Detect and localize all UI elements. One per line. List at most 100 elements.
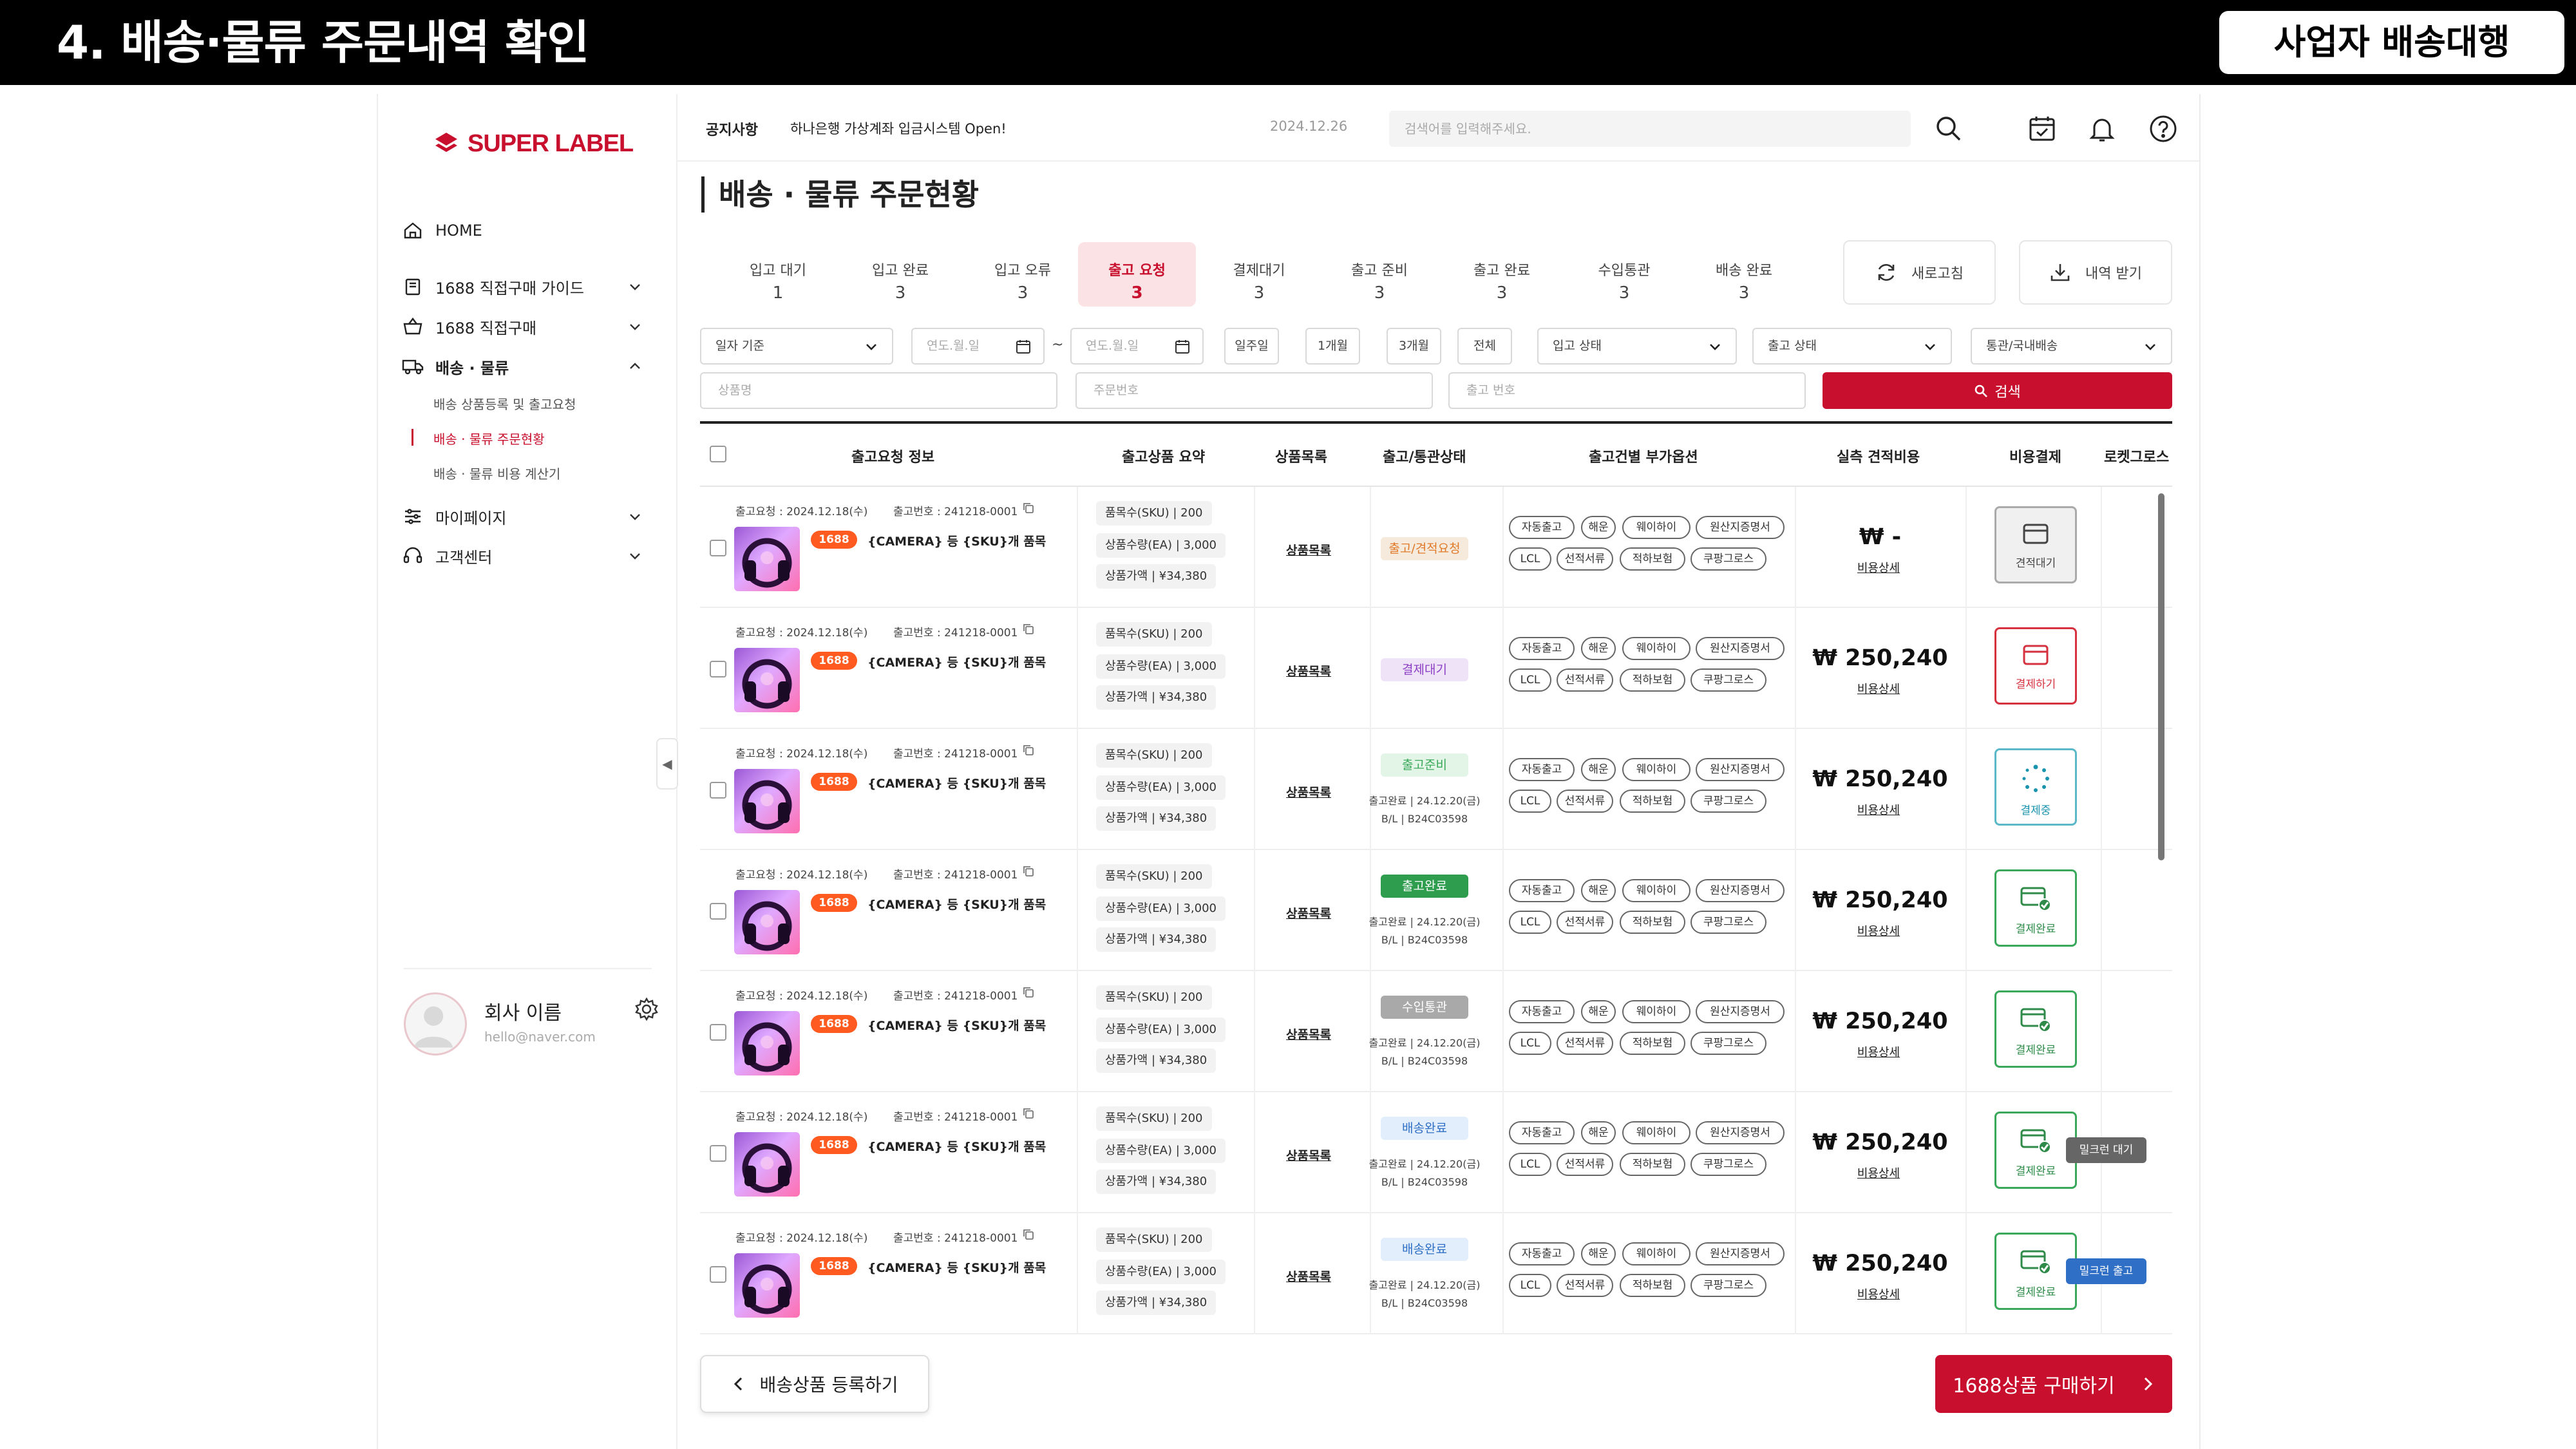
inbound-status-select[interactable]: 입고 상태 <box>1537 328 1737 365</box>
buy-1688-button[interactable]: 1688상품 구매하기 <box>1935 1355 2172 1413</box>
option-tag[interactable]: 원산지증명서 <box>1696 1242 1785 1265</box>
order-number-input[interactable]: 주문번호 <box>1075 372 1433 409</box>
payment-button[interactable]: 결제완료 <box>1994 1233 2077 1310</box>
option-tag[interactable]: 적하보험 <box>1620 547 1685 571</box>
product-list-link[interactable]: 상품목록 <box>1286 786 1331 800</box>
option-tag[interactable]: 자동출고 <box>1509 1121 1575 1144</box>
payment-button[interactable]: 결제완료 <box>1994 990 2077 1068</box>
option-tag[interactable]: 쿠팡그로스 <box>1690 1153 1766 1176</box>
product-thumbnail[interactable] <box>734 890 800 954</box>
option-tag[interactable]: 웨이하이 <box>1622 879 1690 902</box>
option-tag[interactable]: 웨이하이 <box>1622 758 1690 781</box>
option-tag[interactable]: 적하보험 <box>1620 1274 1685 1297</box>
option-tag[interactable]: 해운 <box>1581 758 1616 781</box>
option-tag[interactable]: 쿠팡그로스 <box>1690 1274 1766 1297</box>
product-name[interactable]: {CAMERA} 등 {SKU}개 품목 <box>867 898 1046 912</box>
product-list-link[interactable]: 상품목록 <box>1286 1028 1331 1042</box>
tab-inbound-done[interactable]: 입고 완료 3 <box>872 263 929 303</box>
outbound-status-select[interactable]: 출고 상태 <box>1752 328 1952 365</box>
scrollbar[interactable] <box>2158 493 2164 860</box>
payment-button[interactable]: 결제하기 <box>1994 627 2077 705</box>
sidebar-subitem-calculator[interactable]: 배송 · 물류 비용 계산기 <box>433 466 561 482</box>
end-date-input[interactable]: 연도.월.일 <box>1070 328 1204 365</box>
option-tag[interactable]: 원산지증명서 <box>1696 1000 1785 1023</box>
search-button[interactable]: 검색 <box>1823 372 2172 409</box>
product-list-link[interactable]: 상품목록 <box>1286 907 1331 921</box>
row-checkbox[interactable] <box>710 1266 726 1283</box>
cost-detail-link[interactable]: 비용상세 <box>1857 1288 1900 1302</box>
product-thumbnail[interactable] <box>734 1011 800 1075</box>
option-tag[interactable]: 선적서류 <box>1557 911 1613 934</box>
payment-button[interactable]: 결제중 <box>1994 748 2077 826</box>
option-tag[interactable]: 적하보험 <box>1620 1153 1685 1176</box>
date-basis-select[interactable]: 일자 기준 <box>700 328 893 365</box>
product-name[interactable]: {CAMERA} 등 {SKU}개 품목 <box>867 1261 1046 1275</box>
copy-icon[interactable] <box>1022 502 1035 515</box>
tab-inbound-error[interactable]: 입고 오류 3 <box>994 263 1051 303</box>
tab-inbound-wait[interactable]: 입고 대기 1 <box>750 263 806 303</box>
row-checkbox[interactable] <box>710 1145 726 1162</box>
chevron-down-icon[interactable] <box>627 279 643 294</box>
quick-week-button[interactable]: 일주일 <box>1224 328 1279 365</box>
option-tag[interactable]: 자동출고 <box>1509 758 1575 781</box>
select-all-checkbox[interactable] <box>710 446 726 462</box>
copy-icon[interactable] <box>1022 1107 1035 1120</box>
product-list-link[interactable]: 상품목록 <box>1286 1149 1331 1163</box>
copy-icon[interactable] <box>1022 865 1035 878</box>
option-tag[interactable]: 해운 <box>1581 1000 1616 1023</box>
gear-icon[interactable] <box>634 997 659 1021</box>
tab-outbound-prep[interactable]: 출고 준비 3 <box>1351 263 1408 303</box>
option-tag[interactable]: LCL <box>1509 1153 1551 1176</box>
search-icon[interactable] <box>1933 113 1964 144</box>
row-checkbox[interactable] <box>710 1024 726 1041</box>
product-list-link[interactable]: 상품목록 <box>1286 544 1331 558</box>
product-thumbnail[interactable] <box>734 527 800 591</box>
product-name-input[interactable]: 상품명 <box>700 372 1057 409</box>
sidebar-subitem-register[interactable]: 배송 상품등록 및 출고요청 <box>433 397 576 412</box>
cost-detail-link[interactable]: 비용상세 <box>1857 683 1900 696</box>
product-name[interactable]: {CAMERA} 등 {SKU}개 품목 <box>867 535 1046 549</box>
cost-detail-link[interactable]: 비용상세 <box>1857 562 1900 575</box>
option-tag[interactable]: 쿠팡그로스 <box>1690 668 1766 692</box>
option-tag[interactable]: 웨이하이 <box>1622 1242 1690 1265</box>
option-tag[interactable]: 해운 <box>1581 516 1616 539</box>
sidebar-item-home[interactable]: HOME <box>402 214 482 247</box>
option-tag[interactable]: 원산지증명서 <box>1696 516 1785 539</box>
row-checkbox[interactable] <box>710 540 726 556</box>
rocket-growth-badge[interactable]: 밀크런 대기 <box>2066 1137 2146 1163</box>
calendar-check-icon[interactable] <box>2027 113 2058 144</box>
option-tag[interactable]: 웨이하이 <box>1622 1121 1690 1144</box>
sidebar-item-purchase[interactable]: 1688 직접구매 <box>402 310 640 343</box>
product-thumbnail[interactable] <box>734 1132 800 1197</box>
sidebar-item-support[interactable]: 고객센터 <box>402 540 640 572</box>
notice-text[interactable]: 하나은행 가상계좌 입금시스템 Open! <box>790 121 1007 137</box>
option-tag[interactable]: 선적서류 <box>1557 790 1613 813</box>
help-icon[interactable] <box>2148 113 2179 144</box>
option-tag[interactable]: LCL <box>1509 1274 1551 1297</box>
option-tag[interactable]: 선적서류 <box>1557 1032 1613 1055</box>
option-tag[interactable]: LCL <box>1509 1032 1551 1055</box>
option-tag[interactable]: 적하보험 <box>1620 1032 1685 1055</box>
row-checkbox[interactable] <box>710 661 726 677</box>
option-tag[interactable]: 해운 <box>1581 1242 1616 1265</box>
chevron-down-icon[interactable] <box>627 509 643 524</box>
sidebar-item-mypage[interactable]: 마이페이지 <box>402 500 640 533</box>
option-tag[interactable]: 자동출고 <box>1509 1242 1575 1265</box>
refresh-button[interactable]: 새로고침 <box>1843 240 1996 305</box>
tab-outbound-done[interactable]: 출고 완료 3 <box>1473 263 1530 303</box>
tab-outbound-request[interactable]: 출고 요청 3 <box>1078 242 1196 307</box>
cost-detail-link[interactable]: 비용상세 <box>1857 1167 1900 1180</box>
chevron-down-icon[interactable] <box>627 319 643 334</box>
search-input[interactable]: 검색어를 입력해주세요. <box>1389 111 1911 147</box>
row-checkbox[interactable] <box>710 903 726 920</box>
option-tag[interactable]: 적하보험 <box>1620 668 1685 692</box>
copy-icon[interactable] <box>1022 986 1035 999</box>
cost-detail-link[interactable]: 비용상세 <box>1857 1046 1900 1059</box>
bell-icon[interactable] <box>2087 113 2117 144</box>
register-product-button[interactable]: 배송상품 등록하기 <box>700 1355 929 1413</box>
option-tag[interactable]: LCL <box>1509 911 1551 934</box>
option-tag[interactable]: LCL <box>1509 668 1551 692</box>
copy-icon[interactable] <box>1022 1228 1035 1241</box>
product-name[interactable]: {CAMERA} 등 {SKU}개 품목 <box>867 1140 1046 1154</box>
product-name[interactable]: {CAMERA} 등 {SKU}개 품목 <box>867 1019 1046 1033</box>
